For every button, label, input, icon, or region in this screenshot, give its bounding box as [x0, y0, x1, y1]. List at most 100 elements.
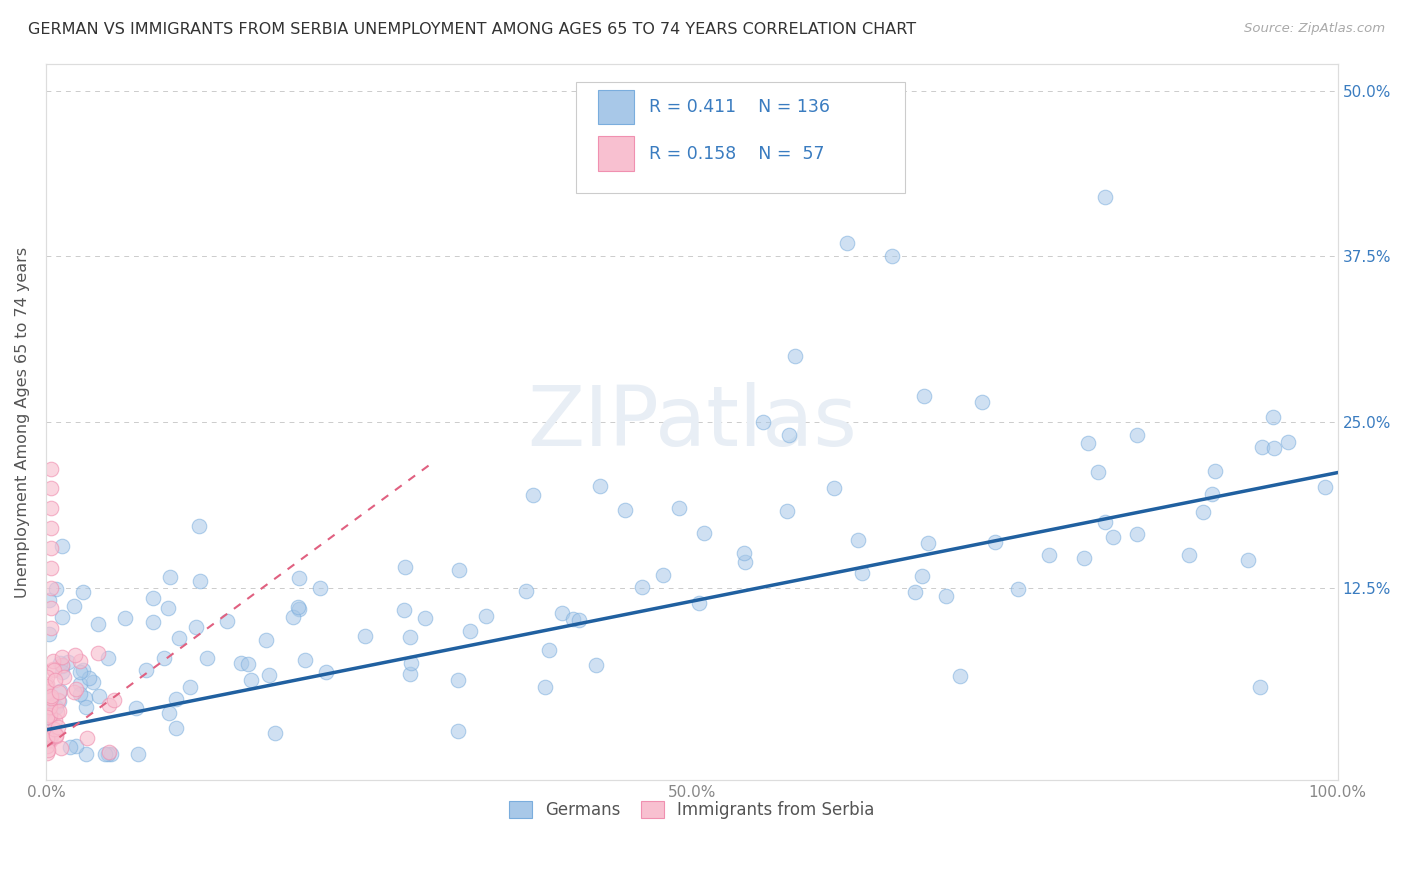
Point — [39, 600, 62, 615]
Point — [165, 692, 187, 706]
Point — [38, 733, 60, 747]
Point — [35, 739, 58, 753]
Point — [41, 691, 63, 706]
Point — [413, 611, 436, 625]
Point — [48, 685, 70, 699]
Point — [851, 566, 873, 581]
Point — [51, 657, 73, 672]
Point — [1126, 527, 1149, 541]
Point — [1094, 190, 1116, 204]
Point — [614, 503, 637, 517]
Point — [75, 747, 97, 761]
Point — [76, 731, 98, 745]
Point — [51, 650, 73, 665]
Point — [38, 708, 60, 723]
Point — [142, 591, 165, 605]
Point — [49, 657, 72, 671]
Point — [56, 655, 79, 669]
Point — [294, 653, 316, 667]
Point — [1249, 681, 1271, 695]
Text: R = 0.158    N =  57: R = 0.158 N = 57 — [650, 145, 825, 162]
Point — [700, 123, 723, 137]
Point — [1277, 434, 1299, 449]
Point — [37, 677, 59, 691]
Point — [39, 710, 62, 724]
Point — [100, 747, 122, 761]
Point — [239, 673, 262, 688]
Point — [65, 681, 87, 696]
Point — [776, 504, 799, 518]
Point — [124, 700, 146, 714]
Point — [153, 650, 176, 665]
Point — [69, 687, 91, 701]
Point — [39, 482, 62, 496]
Point — [49, 740, 72, 755]
Point — [37, 690, 59, 705]
Y-axis label: Unemployment Among Ages 65 to 74 years: Unemployment Among Ages 65 to 74 years — [15, 246, 30, 598]
Point — [39, 621, 62, 635]
Point — [392, 603, 415, 617]
Point — [39, 501, 62, 516]
Point — [668, 501, 690, 516]
Point — [288, 602, 311, 616]
Point — [734, 555, 756, 569]
Point — [752, 415, 775, 429]
Point — [51, 665, 73, 679]
Point — [39, 521, 62, 535]
Point — [394, 559, 416, 574]
Point — [44, 713, 66, 727]
Point — [156, 601, 179, 615]
Point — [38, 733, 60, 747]
Point — [98, 698, 121, 712]
Point — [254, 633, 277, 648]
Point — [1094, 515, 1116, 529]
Point — [1315, 480, 1337, 494]
Point — [39, 541, 62, 556]
Point — [44, 664, 66, 678]
Point — [45, 700, 67, 714]
Point — [693, 525, 716, 540]
Point — [949, 668, 972, 682]
Point — [35, 746, 58, 760]
Point — [1038, 548, 1060, 562]
Point — [42, 654, 65, 668]
Point — [41, 689, 63, 703]
Point — [37, 670, 59, 684]
Point — [69, 654, 91, 668]
Point — [1237, 553, 1260, 567]
Point — [229, 656, 252, 670]
Point — [449, 563, 471, 577]
Point — [39, 731, 62, 745]
Point — [69, 677, 91, 691]
Text: ZIPatlas: ZIPatlas — [527, 382, 856, 463]
Point — [87, 617, 110, 632]
Point — [880, 249, 903, 263]
Point — [1201, 487, 1223, 501]
Point — [39, 461, 62, 475]
Point — [37, 707, 59, 722]
Point — [63, 648, 86, 662]
Point — [984, 534, 1007, 549]
Point — [35, 710, 58, 724]
Point — [69, 665, 91, 679]
Point — [98, 745, 121, 759]
Point — [315, 665, 337, 680]
Point — [652, 567, 675, 582]
Point — [190, 574, 212, 589]
Point — [179, 680, 201, 694]
Point — [44, 673, 66, 687]
Point — [159, 570, 181, 584]
Point — [82, 674, 104, 689]
Point — [157, 706, 180, 720]
Point — [688, 596, 710, 610]
Point — [912, 389, 935, 403]
Legend: Germans, Immigrants from Serbia: Germans, Immigrants from Serbia — [502, 794, 882, 826]
Point — [447, 724, 470, 739]
Point — [1263, 409, 1285, 424]
Point — [103, 693, 125, 707]
Point — [39, 581, 62, 595]
Point — [89, 689, 111, 703]
Point — [236, 657, 259, 672]
Point — [589, 479, 612, 493]
Point — [187, 519, 209, 533]
